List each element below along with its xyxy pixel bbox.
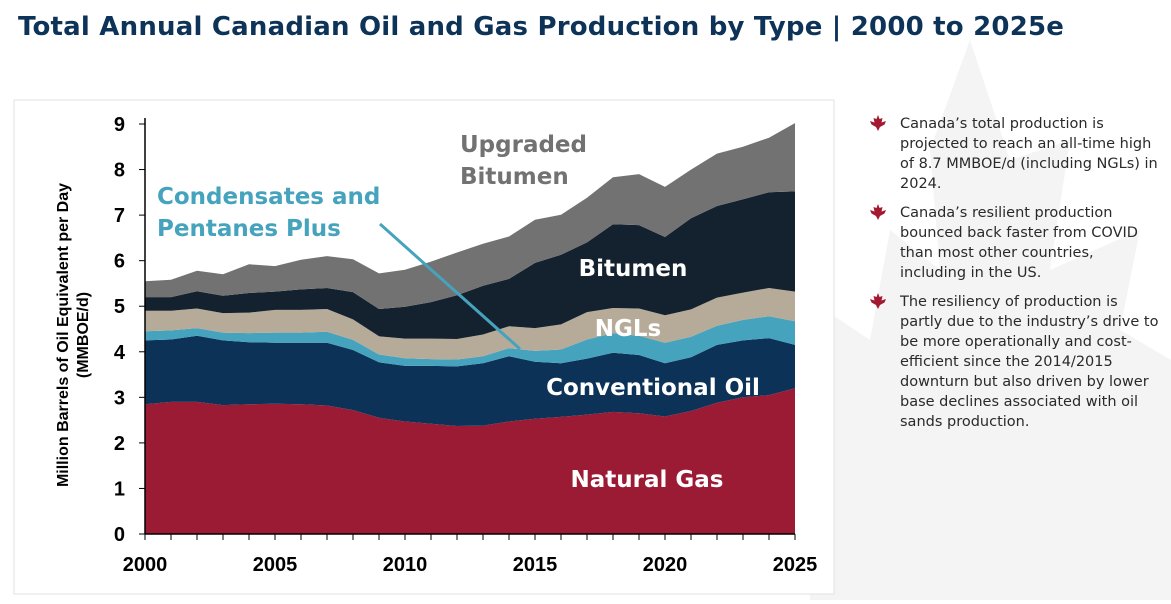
area-condensates-and-pentanes-plus xyxy=(145,316,795,367)
y-tick-label: 5 xyxy=(114,296,125,318)
y-tick-label: 0 xyxy=(114,524,125,546)
x-tick-label: 2005 xyxy=(253,554,298,576)
chart: 0 1 2 3 4 5 6 7 8 9 2000 2005 2010 2015 2020 2025 Millio… xyxy=(13,99,835,595)
area-natural-gas xyxy=(145,388,795,534)
area-upgraded-bitumen xyxy=(145,123,795,309)
y-axis-title: Million Barrels of Oil Equivalent per Da… xyxy=(55,183,92,487)
maple-leaf-icon xyxy=(870,115,886,131)
y-tick-label: 3 xyxy=(114,387,125,409)
series-label-6: Upgraded Bitumen xyxy=(460,132,587,190)
y-tick-label: 7 xyxy=(114,205,125,227)
y-tick-label: 1 xyxy=(114,478,125,500)
bullet-item-1: Canada’s total production is projected t… xyxy=(870,114,1160,194)
y-tick-label: 8 xyxy=(114,160,125,182)
area-ngls xyxy=(145,288,795,360)
series-label-4: NGLs xyxy=(595,316,661,342)
area-bitumen xyxy=(145,191,795,339)
y-tick-label: 6 xyxy=(114,251,125,273)
x-tick-label: 2010 xyxy=(383,554,428,576)
bullet-text-2: Canada’s resilient production bounced ba… xyxy=(900,205,1138,281)
series-label-3: Condensates and Pentanes Plus xyxy=(157,184,380,242)
maple-leaf-icon xyxy=(870,204,886,220)
bullet-item-2: Canada’s resilient production bounced ba… xyxy=(870,203,1160,283)
area-conventional-oil xyxy=(145,335,795,426)
bullet-list: Canada’s total production is projected t… xyxy=(870,114,1160,441)
chart-axes: 0 1 2 3 4 5 6 7 8 9 2000 2005 2010 2015 2020 2025 Millio… xyxy=(55,114,817,576)
maple-leaf-icon xyxy=(870,293,886,309)
x-tick-label: 2015 xyxy=(513,554,558,576)
condensates-leader-line xyxy=(379,222,521,351)
bullet-item-3: The resiliency of production is partly d… xyxy=(870,292,1160,432)
x-tick-label: 2000 xyxy=(123,554,168,576)
bullet-text-3: The resiliency of production is partly d… xyxy=(900,294,1159,430)
series-label-2: Conventional Oil xyxy=(546,375,760,401)
y-tick-label: 4 xyxy=(114,342,126,364)
chart-series-labels: Natural Gas Conventional Oil Condensates a… xyxy=(157,132,760,493)
y-tick-label: 2 xyxy=(114,433,125,455)
x-tick-label: 2025 xyxy=(773,554,818,576)
maple-leaf-watermark xyxy=(810,40,1171,600)
chart-areas xyxy=(145,123,795,534)
series-label-5: Bitumen xyxy=(579,256,688,282)
x-tick-label: 2020 xyxy=(643,554,688,576)
series-label-1: Natural Gas xyxy=(571,467,724,493)
bullet-text-1: Canada’s total production is projected t… xyxy=(900,116,1158,192)
y-tick-label: 9 xyxy=(114,114,125,136)
page-title: Total Annual Canadian Oil and Gas Produc… xyxy=(18,12,1065,42)
